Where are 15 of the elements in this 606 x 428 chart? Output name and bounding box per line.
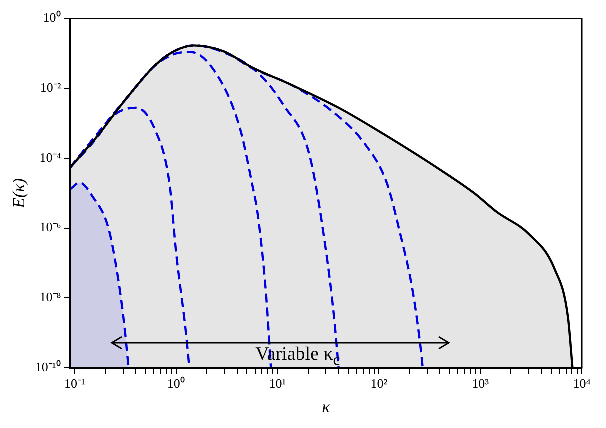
x-tick-label: 10³ <box>472 376 490 392</box>
y-tick-label: 10⁰ <box>43 10 62 26</box>
y-axis-title: E(κ) <box>10 178 29 210</box>
x-axis-title: κ <box>322 397 332 416</box>
y-tick-label: 10⁻¹⁰ <box>35 359 62 374</box>
y-tick-label: 10⁻⁶ <box>40 220 62 235</box>
x-tick-label: 10⁰ <box>167 376 186 392</box>
y-tick-label: 10⁻² <box>40 80 62 96</box>
x-tick-label: 10⁻¹ <box>64 376 86 392</box>
x-tick-label: 10² <box>370 376 388 392</box>
x-tick-label: 10¹ <box>269 376 286 392</box>
x-tick-label: 10⁴ <box>573 376 592 392</box>
y-tick-label: 10⁻⁴ <box>40 150 62 165</box>
y-tick-label: 10⁻⁸ <box>40 290 62 305</box>
annotation: Variable κ$_{c}$ <box>254 344 342 371</box>
